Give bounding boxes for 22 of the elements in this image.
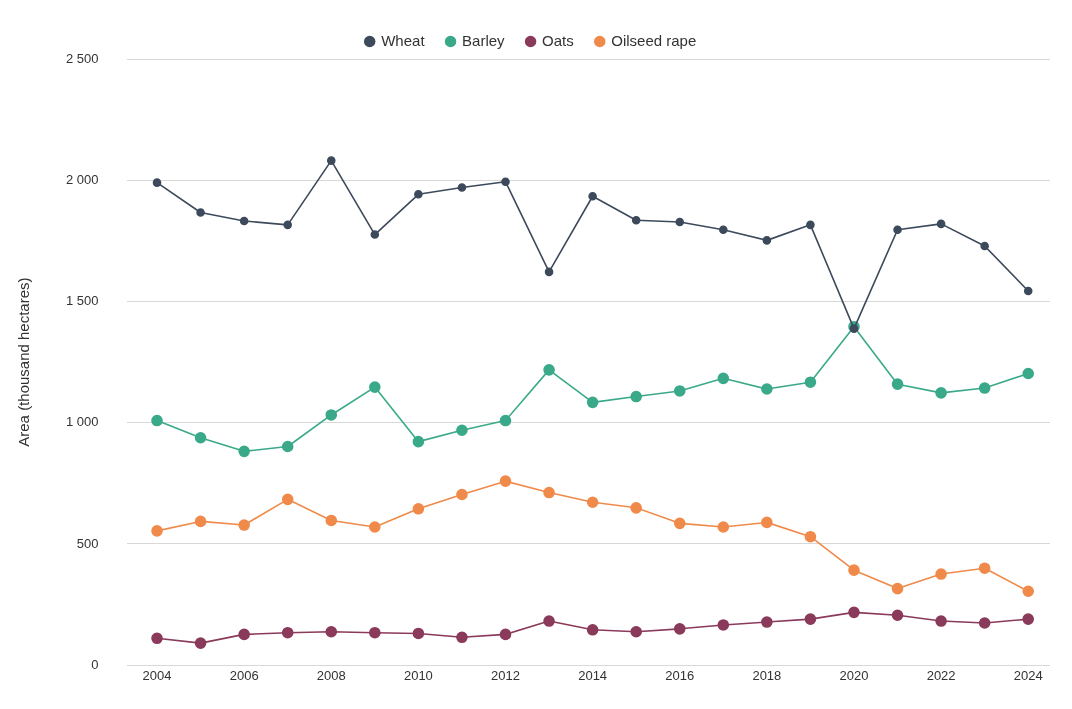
y-tick-label: 0 [91,656,99,672]
x-tick-label: 2008 [316,667,346,683]
x-tick-label: 2016 [665,667,695,683]
legend-label: Oats [542,31,574,49]
x-tick-label: 2020 [839,667,869,683]
y-tick-label: 2 000 [65,171,99,187]
y-tick-label: 2 500 [65,50,99,66]
legend-label: Barley [462,31,506,49]
y-axis-title: Area (thousand hectares) [15,277,33,447]
x-tick-label: 2010 [403,667,433,683]
x-tick-label: 2006 [229,667,259,683]
y-tick-label: 500 [76,535,99,551]
legend-label: Wheat [381,31,426,49]
y-tick-label: 1 500 [65,293,99,309]
x-tick-label: 2014 [578,667,608,683]
x-tick-label: 2012 [491,667,520,683]
x-tick-label: 2022 [926,667,956,683]
x-tick-label: 2004 [142,667,172,683]
x-tick-label: 2024 [1013,667,1043,683]
x-tick-label: 2018 [752,667,782,683]
y-tick-label: 1 000 [65,414,99,430]
legend-label: Oilseed rape [611,31,697,49]
